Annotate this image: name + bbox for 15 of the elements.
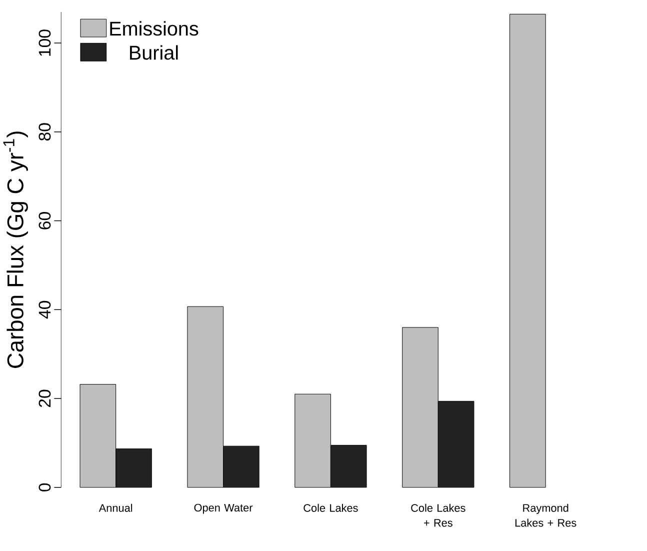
x-tick-label: Raymond Lakes + Res: [515, 504, 576, 527]
legend-label: Emissions: [110, 21, 198, 36]
x-tick-label: Cole Lakes + Res: [411, 504, 466, 527]
x-tick-label: Open Water: [194, 504, 253, 514]
y-tick-label: 100: [38, 30, 51, 56]
bar: [510, 14, 546, 488]
y-tick-label: 80: [38, 123, 51, 141]
y-tick-label: 60: [38, 212, 51, 230]
y-axis-title: Carbon Flux (Gg C yr$^{-1}$): [3, 132, 28, 368]
legend-label: Burial: [130, 45, 178, 60]
y-tick-label: 40: [38, 300, 51, 319]
y-tick-label: 0: [38, 483, 51, 492]
x-tick-label: Cole Lakes: [304, 504, 358, 512]
x-tick-label: Annual: [98, 504, 132, 512]
y-tick-label: 20: [38, 390, 51, 408]
